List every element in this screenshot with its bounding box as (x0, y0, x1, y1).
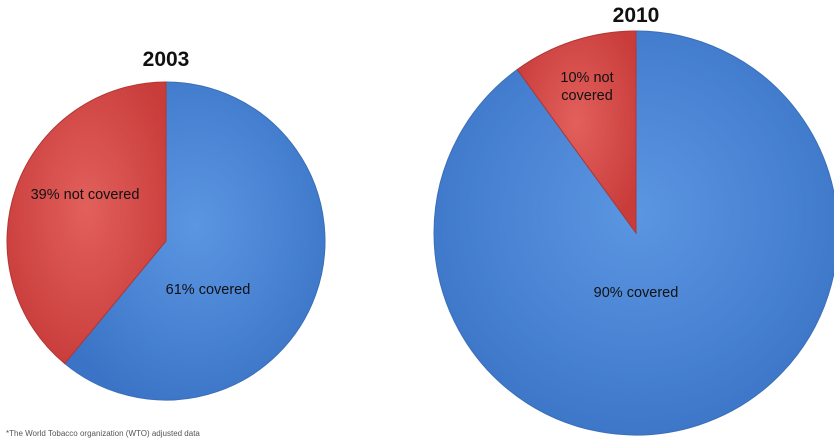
chart-title-2003: 2003 (143, 48, 190, 71)
pie-slice-2003-covered (63, 81, 326, 401)
source-footnote: *The World Tobacco organization (WTO) ad… (6, 429, 200, 438)
slice-label-2003-covered: 61% covered (166, 282, 251, 298)
chart-title-2010: 2010 (613, 4, 660, 27)
pie-slice-2010-not-covered (516, 30, 637, 235)
pie-chart-2003: 2003 61% covered 39% not covered (6, 48, 326, 401)
slice-label-2010-covered: 90% covered (594, 285, 679, 301)
pie-chart-2010: 2010 90% covered 10% not covered (433, 4, 834, 436)
slice-label-2003-not-covered: 39% not covered (31, 187, 140, 203)
slice-label-2010-not-covered-line: covered (561, 88, 613, 104)
slice-label-2010-not-covered-line: 10% not (560, 70, 613, 86)
pie-2003-slices (6, 81, 326, 401)
slice-label-2010-not-covered: 10% not covered (560, 70, 613, 104)
pie-slice-2003-not-covered (6, 81, 167, 365)
pie-slice-2010-covered (433, 30, 834, 436)
pie-2010-slices (433, 30, 834, 436)
